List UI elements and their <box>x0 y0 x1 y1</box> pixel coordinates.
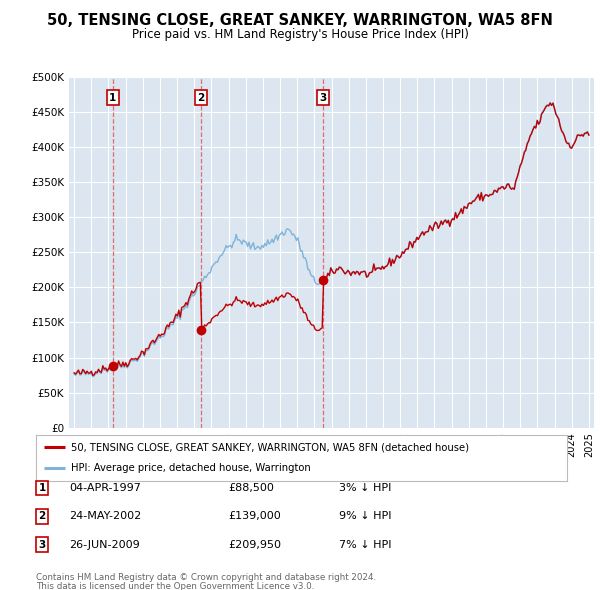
Text: 1: 1 <box>109 93 116 103</box>
Text: Price paid vs. HM Land Registry's House Price Index (HPI): Price paid vs. HM Land Registry's House … <box>131 28 469 41</box>
Text: 3: 3 <box>38 540 46 549</box>
Text: Contains HM Land Registry data © Crown copyright and database right 2024.: Contains HM Land Registry data © Crown c… <box>36 573 376 582</box>
Text: £139,000: £139,000 <box>228 512 281 521</box>
Text: £209,950: £209,950 <box>228 540 281 549</box>
Text: 2: 2 <box>197 93 205 103</box>
Text: 1: 1 <box>38 483 46 493</box>
Text: 3: 3 <box>319 93 326 103</box>
Text: 9% ↓ HPI: 9% ↓ HPI <box>339 512 391 521</box>
Text: 50, TENSING CLOSE, GREAT SANKEY, WARRINGTON, WA5 8FN (detached house): 50, TENSING CLOSE, GREAT SANKEY, WARRING… <box>71 442 469 453</box>
Text: 7% ↓ HPI: 7% ↓ HPI <box>339 540 391 549</box>
Text: 3% ↓ HPI: 3% ↓ HPI <box>339 483 391 493</box>
Text: £88,500: £88,500 <box>228 483 274 493</box>
Text: 2: 2 <box>38 512 46 521</box>
Text: HPI: Average price, detached house, Warrington: HPI: Average price, detached house, Warr… <box>71 463 310 473</box>
Text: 26-JUN-2009: 26-JUN-2009 <box>69 540 140 549</box>
Text: 50, TENSING CLOSE, GREAT SANKEY, WARRINGTON, WA5 8FN: 50, TENSING CLOSE, GREAT SANKEY, WARRING… <box>47 13 553 28</box>
Text: 04-APR-1997: 04-APR-1997 <box>69 483 141 493</box>
Text: 24-MAY-2002: 24-MAY-2002 <box>69 512 141 521</box>
Text: This data is licensed under the Open Government Licence v3.0.: This data is licensed under the Open Gov… <box>36 582 314 590</box>
